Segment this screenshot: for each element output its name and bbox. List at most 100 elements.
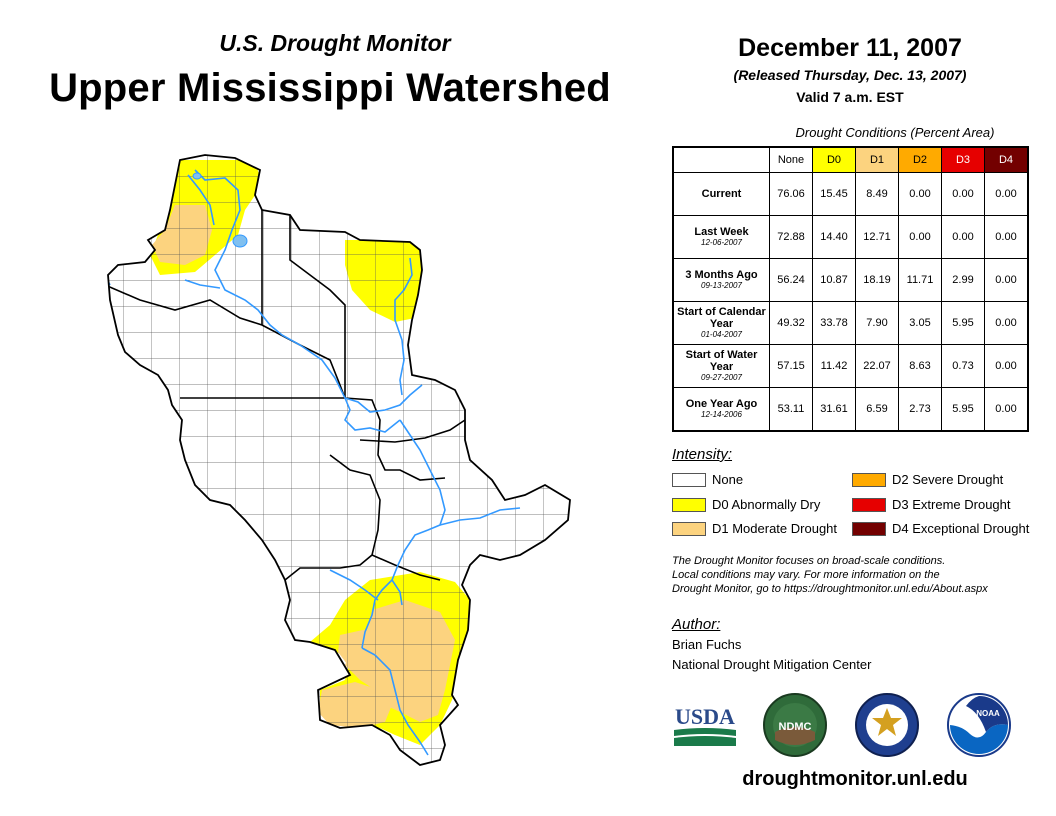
- legend-swatch: [672, 521, 706, 536]
- row-label: One Year Ago 12-14-2006: [672, 387, 770, 432]
- legend-label: D4 Exceptional Drought: [892, 521, 1030, 536]
- cell-value: 31.61: [812, 387, 856, 432]
- cell-value: 33.78: [812, 301, 856, 345]
- watershed-outline: [107, 154, 571, 766]
- cell-value: 0.73: [941, 344, 985, 388]
- table-row: 3 Months Ago 09-13-2007 56.24 10.87 18.19…: [672, 258, 1029, 302]
- col-header-d0: D0: [812, 146, 856, 173]
- col-header-d3: D3: [941, 146, 985, 173]
- cell-value: 10.87: [812, 258, 856, 302]
- table-caption: Drought Conditions (Percent Area): [795, 125, 995, 140]
- legend-swatch: [852, 472, 886, 487]
- river-network: [108, 169, 521, 756]
- noaa-logo: NOAA: [946, 692, 1012, 758]
- disclaimer-note: The Drought Monitor focuses on broad-sca…: [672, 554, 1042, 596]
- legend-label: D1 Moderate Drought: [712, 521, 838, 536]
- cell-value: 0.00: [984, 172, 1029, 216]
- map-date: December 11, 2007: [738, 34, 962, 62]
- legend-swatch: [672, 497, 706, 512]
- legend-label: D2 Severe Drought: [892, 472, 1004, 487]
- cell-value: 18.19: [855, 258, 899, 302]
- cell-value: 6.59: [855, 387, 899, 432]
- note-line: The Drought Monitor focuses on broad-sca…: [672, 555, 946, 567]
- doc-seal-logo: [854, 692, 920, 758]
- table-row: Current 76.06 15.45 8.49 0.00 0.00 0.00: [672, 172, 1029, 216]
- col-header-d2: D2: [898, 146, 942, 173]
- svg-text:USDA: USDA: [675, 704, 735, 729]
- cell-value: 0.00: [941, 172, 985, 216]
- cell-value: 53.11: [769, 387, 813, 432]
- cell-value: 8.49: [855, 172, 899, 216]
- legend-title: Intensity:: [672, 446, 733, 463]
- cell-value: 2.73: [898, 387, 942, 432]
- row-label: Start of Calendar Year 01-04-2007: [672, 301, 770, 345]
- cell-value: 72.88: [769, 215, 813, 259]
- cell-value: 3.05: [898, 301, 942, 345]
- legend-item-none: None: [672, 472, 743, 487]
- lake: [192, 172, 202, 180]
- drought-conditions-table: None D0 D1 D2 D3 D4 Current 76.06 15.45 …: [672, 146, 1029, 432]
- row-label: Current: [672, 172, 770, 216]
- legend-label: D3 Extreme Drought: [892, 497, 1011, 512]
- col-header-d4: D4: [984, 146, 1029, 173]
- row-label: Start of Water Year 09-27-2007: [672, 344, 770, 388]
- legend-label: D0 Abnormally Dry: [712, 497, 821, 512]
- legend-item-d1: D1 Moderate Drought: [672, 521, 837, 536]
- cell-value: 0.00: [898, 215, 942, 259]
- table-corner: [673, 147, 770, 173]
- note-line: Local conditions may vary. For more info…: [672, 569, 940, 581]
- state-boundaries: [108, 210, 466, 581]
- table-row: One Year Ago 12-14-2006 53.11 31.61 6.59 …: [672, 387, 1029, 432]
- col-header-d1: D1: [855, 146, 899, 173]
- subtitle: U.S. Drought Monitor: [219, 30, 451, 56]
- cell-value: 15.45: [812, 172, 856, 216]
- cell-value: 14.40: [812, 215, 856, 259]
- cell-value: 11.42: [812, 344, 856, 388]
- cell-value: 22.07: [855, 344, 899, 388]
- col-header-none: None: [769, 146, 813, 173]
- cell-value: 76.06: [769, 172, 813, 216]
- legend-label: None: [712, 472, 744, 487]
- cell-value: 12.71: [855, 215, 899, 259]
- cell-value: 0.00: [984, 258, 1029, 302]
- cell-value: 2.99: [941, 258, 985, 302]
- table-row: Start of Water Year 09-27-2007 57.15 11.4…: [672, 344, 1029, 388]
- lake: [232, 234, 248, 248]
- row-label: Last Week 12-06-2007: [672, 215, 770, 259]
- cell-value: 0.00: [898, 172, 942, 216]
- note-line: Drought Monitor, go to https://droughtmo…: [672, 583, 988, 595]
- table-row: Start of Calendar Year 01-04-2007 49.32 3…: [672, 301, 1029, 345]
- usda-logo: USDA: [672, 700, 738, 750]
- watershed-map: [107, 154, 571, 766]
- legend-item-d2: D2 Severe Drought: [852, 472, 1003, 487]
- author-name: Brian Fuchs: [672, 637, 742, 652]
- legend-item-d4: D4 Exceptional Drought: [852, 521, 1029, 536]
- cell-value: 0.00: [984, 344, 1029, 388]
- cell-value: 11.71: [898, 258, 942, 302]
- cell-value: 7.90: [855, 301, 899, 345]
- release-date: (Released Thursday, Dec. 13, 2007): [733, 67, 967, 83]
- legend-swatch: [672, 472, 706, 487]
- ndmc-logo: NDMC: [762, 692, 828, 758]
- map-title: Upper Mississippi Watershed: [49, 66, 611, 110]
- cell-value: 5.95: [941, 301, 985, 345]
- svg-text:NOAA: NOAA: [976, 709, 1000, 718]
- legend-swatch: [852, 521, 886, 536]
- cell-value: 57.15: [769, 344, 813, 388]
- row-label: 3 Months Ago 09-13-2007: [672, 258, 770, 302]
- legend-swatch: [852, 497, 886, 512]
- cell-value: 5.95: [941, 387, 985, 432]
- author-organization: National Drought Mitigation Center: [672, 657, 872, 672]
- cell-value: 0.00: [984, 215, 1029, 259]
- cell-value: 0.00: [941, 215, 985, 259]
- website-url[interactable]: droughtmonitor.unl.edu: [742, 768, 968, 790]
- svg-text:NDMC: NDMC: [779, 721, 812, 733]
- cell-value: 56.24: [769, 258, 813, 302]
- cell-value: 0.00: [984, 301, 1029, 345]
- author-heading: Author:: [672, 616, 721, 633]
- legend-item-d0: D0 Abnormally Dry: [672, 497, 820, 512]
- table-row: Last Week 12-06-2007 72.88 14.40 12.71 0.…: [672, 215, 1029, 259]
- legend-item-d3: D3 Extreme Drought: [852, 497, 1011, 512]
- cell-value: 8.63: [898, 344, 942, 388]
- cell-value: 49.32: [769, 301, 813, 345]
